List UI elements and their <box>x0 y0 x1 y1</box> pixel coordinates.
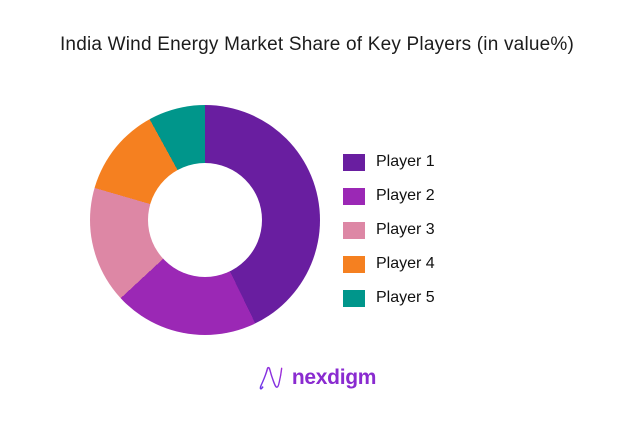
legend-swatch-player-2 <box>343 187 365 205</box>
legend-swatch-player-5 <box>343 289 365 307</box>
legend-item-player-1: Player 1 <box>343 153 435 171</box>
chart-title: India Wind Energy Market Share of Key Pl… <box>59 34 575 55</box>
legend-swatch-player-1 <box>343 153 365 171</box>
donut-hole <box>148 163 262 277</box>
legend-item-player-2: Player 2 <box>343 187 435 205</box>
legend-swatch-player-3 <box>343 221 365 239</box>
legend-item-player-4: Player 4 <box>343 255 435 273</box>
legend-item-player-3: Player 3 <box>343 221 435 239</box>
brand-logo: nexdigm <box>0 364 634 391</box>
donut-chart <box>90 105 320 335</box>
brand-name: nexdigm <box>291 365 377 389</box>
nexdigm-wave-n-icon <box>259 366 283 390</box>
legend-label-player-2: Player 2 <box>376 187 435 204</box>
legend: Player 1 Player 2 Player 3 Player 4 Play… <box>343 153 435 307</box>
legend-label-player-3: Player 3 <box>376 221 435 238</box>
legend-label-player-4: Player 4 <box>376 255 435 272</box>
legend-item-player-5: Player 5 <box>343 289 435 307</box>
legend-label-player-1: Player 1 <box>376 153 435 170</box>
legend-swatch-player-4 <box>343 255 365 273</box>
legend-label-player-5: Player 5 <box>376 289 435 306</box>
